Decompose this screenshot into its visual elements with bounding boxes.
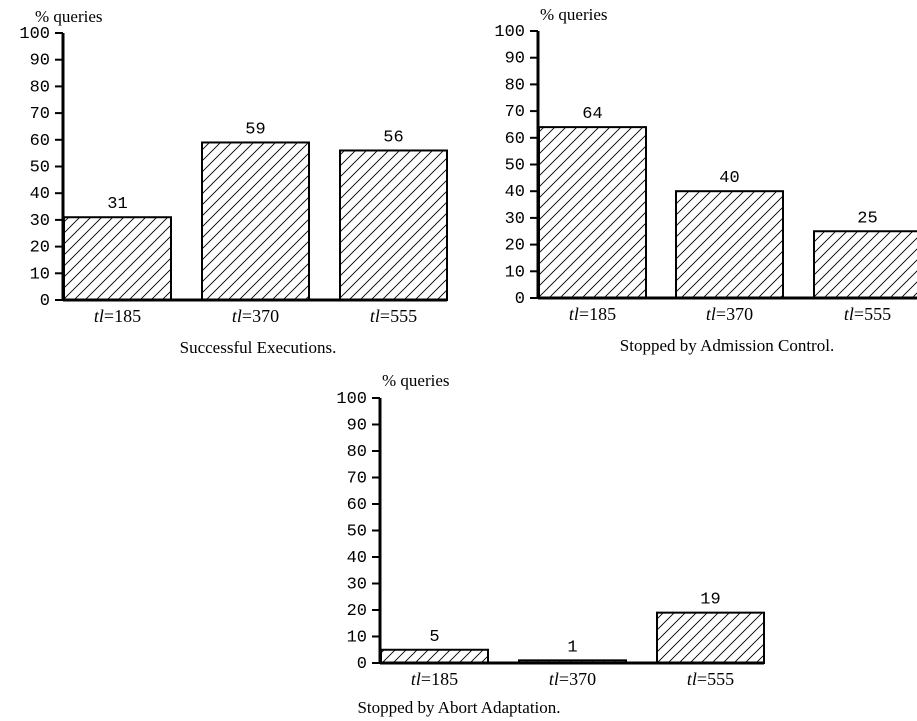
y-tick-label: 90 [347, 417, 367, 436]
category-label: tl=185 [411, 669, 458, 689]
category-label-variable: tl [569, 304, 579, 324]
y-tick-label: 20 [505, 237, 525, 256]
category-label: tl=370 [549, 669, 596, 689]
chart-caption: Successful Executions. [180, 338, 337, 357]
bar-value-label: 5 [429, 628, 439, 647]
y-tick-label: 40 [505, 183, 525, 202]
y-tick-label: 0 [40, 292, 50, 311]
y-tick-label: 0 [357, 655, 367, 674]
category-label-variable: tl [549, 669, 559, 689]
bar-value-label: 56 [383, 128, 403, 147]
category-label: tl=555 [844, 304, 891, 324]
y-tick-label: 30 [30, 212, 50, 231]
y-tick-label: 30 [347, 576, 367, 595]
bar-value-label: 64 [582, 105, 602, 124]
y-tick-label: 80 [505, 76, 525, 95]
y-tick-label: 40 [347, 549, 367, 568]
category-label-variable: tl [706, 304, 716, 324]
y-tick-label: 90 [30, 52, 50, 71]
bar-value-label: 31 [107, 195, 127, 214]
category-label-value: =370 [716, 304, 753, 324]
category-label-value: =370 [242, 306, 279, 326]
category-label-variable: tl [411, 669, 421, 689]
y-tick-label: 80 [347, 443, 367, 462]
category-label: tl=555 [687, 669, 734, 689]
y-tick-label: 60 [505, 130, 525, 149]
category-label-variable: tl [94, 306, 104, 326]
y-tick-label: 20 [347, 602, 367, 621]
y-tick-label: 50 [505, 157, 525, 176]
bar [380, 648, 489, 664]
y-tick-label: 0 [515, 290, 525, 309]
category-label-value: =555 [697, 669, 734, 689]
bar [675, 190, 784, 299]
category-label: tl=370 [706, 304, 753, 324]
category-label: tl=555 [370, 306, 417, 326]
chart-caption: Stopped by Admission Control. [620, 336, 834, 355]
category-label-value: =555 [854, 304, 891, 324]
bar [813, 230, 917, 299]
category-label-variable: tl [844, 304, 854, 324]
y-axis-label: % queries [382, 371, 450, 390]
bar [63, 216, 172, 301]
y-tick-label: 50 [347, 523, 367, 542]
y-tick-label: 100 [336, 390, 367, 409]
category-label-variable: tl [370, 306, 380, 326]
y-tick-label: 70 [505, 103, 525, 122]
y-tick-label: 20 [30, 239, 50, 258]
bar-value-label: 25 [857, 209, 877, 228]
y-tick-label: 80 [30, 78, 50, 97]
bar [201, 141, 310, 301]
bar [656, 611, 765, 665]
y-tick-label: 10 [505, 263, 525, 282]
category-label: tl=370 [232, 306, 279, 326]
bar-value-label: 19 [700, 591, 720, 610]
category-label-value: =185 [579, 304, 616, 324]
y-tick-label: 10 [347, 629, 367, 648]
category-label-value: =185 [104, 306, 141, 326]
y-tick-label: 100 [494, 23, 525, 42]
y-axis-label: % queries [540, 5, 608, 24]
chart-caption: Stopped by Abort Adaptation. [357, 698, 560, 717]
bar-value-label: 59 [245, 120, 265, 139]
y-tick-label: 50 [30, 159, 50, 178]
y-tick-label: 70 [30, 105, 50, 124]
y-axis-label: % queries [35, 7, 103, 26]
y-tick-label: 40 [30, 185, 50, 204]
y-tick-label: 30 [505, 210, 525, 229]
chart-abort-adaptation: % queries01020304050607080901005tl=1851t… [336, 371, 765, 717]
y-tick-label: 60 [30, 132, 50, 151]
y-tick-label: 60 [347, 496, 367, 515]
category-label-variable: tl [687, 669, 697, 689]
y-tick-label: 100 [19, 25, 50, 44]
bar [339, 149, 448, 301]
category-label-variable: tl [232, 306, 242, 326]
y-tick-label: 10 [30, 265, 50, 284]
bar-value-label: 40 [719, 169, 739, 188]
y-tick-label: 90 [505, 50, 525, 69]
bar [538, 126, 647, 300]
chart-successful-executions: % queries010203040506070809010031tl=1855… [19, 7, 448, 357]
category-label: tl=185 [94, 306, 141, 326]
category-label-value: =370 [559, 669, 596, 689]
y-tick-label: 70 [347, 470, 367, 489]
category-label: tl=185 [569, 304, 616, 324]
category-label-value: =555 [380, 306, 417, 326]
category-label-value: =185 [421, 669, 458, 689]
chart-admission-control: % queries010203040506070809010064tl=1854… [494, 5, 917, 355]
bar-value-label: 1 [567, 638, 577, 657]
